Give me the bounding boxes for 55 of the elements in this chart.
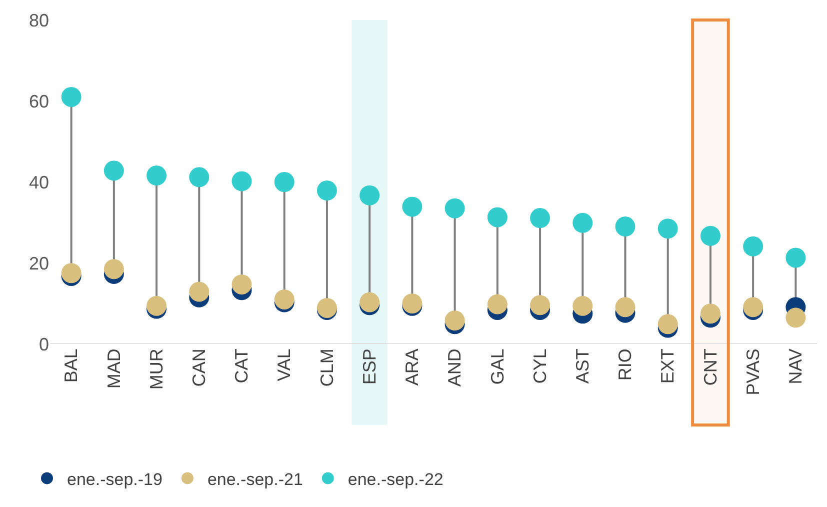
x-tick-label: MUR (146, 348, 166, 390)
x-tick-label: ARA (402, 348, 422, 386)
point (189, 167, 210, 188)
legend-label: ene.-sep.-19 (66, 470, 162, 489)
point (786, 308, 806, 328)
point (104, 160, 124, 181)
point (615, 216, 636, 237)
point (658, 314, 678, 334)
x-tick-label: CNT (700, 348, 720, 386)
x-tick-label: AND (444, 348, 465, 387)
legend-label: ene.-sep.-21 (207, 470, 303, 489)
y-tick-label: 0 (38, 334, 49, 354)
y-tick-label: 80 (28, 10, 49, 30)
x-tick-label: MAD (104, 348, 124, 389)
y-tick-label: 60 (28, 91, 49, 112)
point (786, 248, 806, 268)
point (572, 212, 593, 233)
x-tick-label: RIO (615, 348, 636, 381)
point (189, 282, 210, 302)
x-tick-label: EXT (658, 348, 678, 384)
point (274, 172, 294, 192)
point (700, 226, 720, 246)
x-tick-label: CAN (188, 348, 209, 387)
x-tick-label: VAL (274, 348, 294, 382)
point (530, 295, 550, 316)
point (232, 171, 252, 192)
x-tick-label: ESP (359, 348, 380, 385)
point (444, 310, 465, 330)
point (487, 207, 508, 228)
point (700, 304, 720, 324)
point (743, 236, 764, 256)
point (572, 296, 593, 316)
x-tick-label: CYL (530, 348, 550, 384)
y-tick-label: 20 (28, 253, 49, 274)
point (316, 180, 337, 200)
x-tick-label: PVAS (742, 348, 763, 396)
point (61, 86, 82, 107)
point (487, 294, 508, 314)
y-tick-label: 40 (28, 172, 49, 192)
x-tick-label: CAT (232, 348, 252, 384)
point (360, 185, 380, 206)
point (402, 196, 422, 217)
x-tick-label: CLM (316, 348, 337, 387)
x-tick-label: AST (572, 348, 592, 384)
point (146, 166, 167, 186)
point (615, 297, 636, 318)
point (658, 218, 678, 239)
x-tick-label: NAV (786, 348, 806, 384)
x-tick-label: BAL (61, 348, 82, 383)
point (232, 274, 252, 294)
point (530, 208, 550, 228)
legend-label: ene.-sep.-22 (348, 470, 444, 489)
point (104, 259, 124, 280)
x-tick-label: GAL (487, 348, 508, 385)
point (444, 198, 465, 218)
